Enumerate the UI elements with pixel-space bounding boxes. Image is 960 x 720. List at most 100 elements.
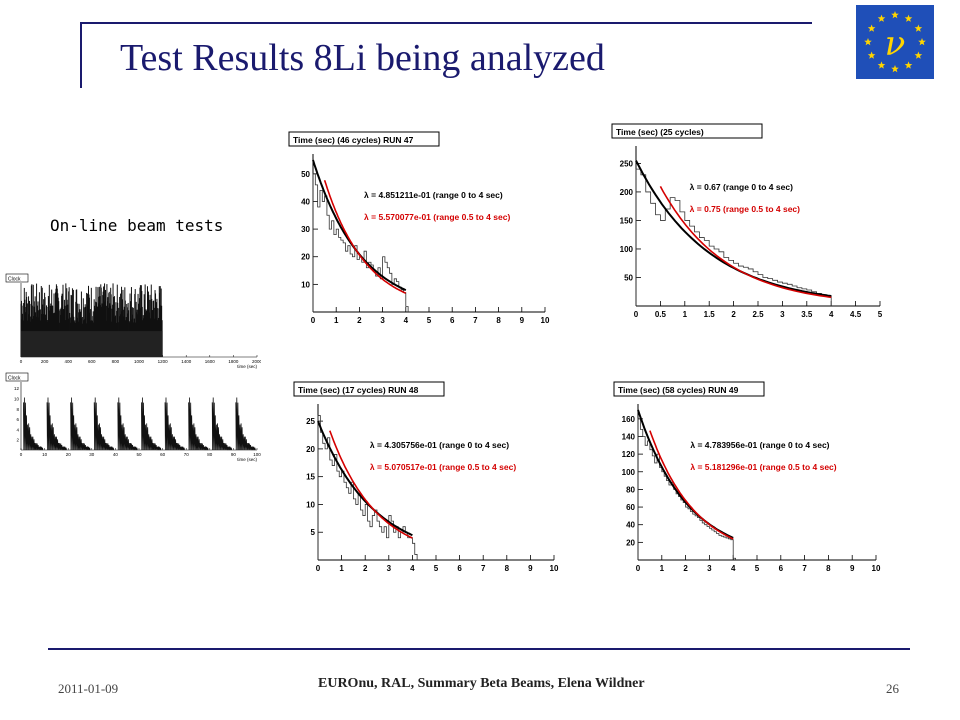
x-tick-label: 2 [363,564,368,573]
x-tick-label: 8 [826,564,831,573]
x-tick-label: 1.5 [704,310,716,319]
footer-presentation-title: EUROnu, RAL, Summary Beta Beams, Elena W… [318,676,645,691]
x-tick-label: 0 [636,564,641,573]
clock-signal [23,397,256,451]
x-tick-label: 4 [410,564,415,573]
x-tick-label: 4.5 [850,310,862,319]
y-tick-label: 15 [306,473,315,482]
x-tick-label: 10 [42,452,48,457]
flag-star [891,65,899,73]
y-tick-label: 6 [16,417,19,422]
x-tick-label: 20 [66,452,72,457]
x-tick-label: 600 [88,359,96,364]
clock-canvas: Clock 0 200 400 600 800 1000 1200 1400 1600 1800 20… [5,273,261,369]
histogram [635,168,832,306]
fit-legend-label: λ = 4.305756e-01 (range 0 to 4 sec) [370,440,509,450]
fit-curve-partial-range [649,430,734,540]
x-tick-label: 3.5 [801,310,813,319]
footer-date: 2011-01-09 [58,681,119,696]
x-tick-label: 1 [660,564,665,573]
plot-title: Time (sec) (17 cycles) RUN 48 [298,385,419,395]
y-tick-label: 100 [622,468,636,477]
x-tick-label: 6 [457,564,462,573]
x-tick-label: 9 [850,564,855,573]
x-tick-label: 8 [496,316,501,325]
clock-cycle [70,397,91,451]
eu-neutrino-logo: ν [856,5,934,79]
fit-curve-partial-range [329,430,413,539]
x-tick-label: 80 [207,452,213,457]
plot-canvas: Time (sec) (46 cycles) RUN 47 0 1 2 3 4 5 6 7 8 9 1… [288,131,550,325]
fit-curve-full-range [637,409,734,539]
plot-run-47: Time (sec) (46 cycles) RUN 47 0 1 2 3 4 5 6 7 8 9 1… [287,130,555,330]
title-frame-top [80,22,812,24]
title-frame-left [80,22,82,88]
y-tick-label: 60 [626,503,635,512]
fit-legend-label: λ = 5.181296e-01 (range 0.5 to 4 sec) [690,462,836,472]
clock-baseline-band [21,331,163,357]
y-tick-label: 8 [16,407,19,412]
clock-title-box [5,372,29,382]
y-tick-label: 150 [620,216,634,225]
fit-curve-partial-range [323,179,407,294]
fit-legend-label: λ = 4.783956e-01 (range 0 to 4 sec) [690,440,829,450]
y-tick-label: 250 [620,159,634,168]
x-tick-label: 5 [755,564,760,573]
x-tick-label: 1 [334,316,339,325]
y-tick-label: 100 [620,245,634,254]
x-tick-label: 800 [112,359,120,364]
y-tick-label: 80 [626,485,635,494]
y-tick-label: 40 [301,197,310,206]
x-tick-label: 2 [731,310,736,319]
flag-star [914,24,923,32]
x-tick-label: 4 [829,310,834,319]
x-tick-label: 7 [802,564,807,573]
clock-signal [20,283,163,357]
x-tick-label: 400 [64,359,72,364]
x-tick-label: 60 [160,452,166,457]
flag-star [904,14,913,22]
x-tick-label: 1400 [181,359,192,364]
flag-star [864,38,872,46]
plot-title-box [293,381,445,397]
fit-legend-label: λ = 5.070517e-01 (range 0.5 to 4 sec) [370,462,516,472]
y-tick-label: 10 [306,500,315,509]
x-tick-label: 5 [434,564,439,573]
y-tick-label: 20 [306,445,315,454]
x-tick-label: 1 [683,310,688,319]
y-tick-label: 50 [624,273,633,282]
y-tick-label: 40 [626,521,635,530]
flag-star [867,51,876,59]
x-tick-label: 90 [231,452,237,457]
plot-run-49: Time (sec) (58 cycles) RUN 49 0 1 2 3 4 5 6 7 8 9 1… [612,380,886,578]
clock-cycle [23,397,44,451]
flag-star [918,38,926,46]
x-tick-label: 1000 [134,359,145,364]
y-tick-label: 10 [301,280,310,289]
fit-curve-partial-range [659,186,832,299]
x-tick-label: 0 [311,316,316,325]
x-tick-label: 4 [404,316,409,325]
x-tick-label: 1 [339,564,344,573]
x-tick-label: 1600 [205,359,216,364]
beam-tests-label: On-line beam tests [50,216,224,235]
clock-cycle [93,397,115,451]
x-tick-label: 3 [780,310,785,319]
x-tick-label: 1800 [228,359,239,364]
x-tick-label: 2000 [252,359,261,364]
flag-star [904,61,913,69]
x-tick-label: 3 [707,564,712,573]
plot-25-cycles: Time (sec) (25 cycles) 0 0.5 1 1.5 2 2.5 3 3.5 4 4… [610,122,890,324]
plot-canvas: Time (sec) (25 cycles) 0 0.5 1 1.5 2 2.5 3 3.5 4 4… [611,123,883,319]
fit-legend-label: λ = 0.75 (range 0.5 to 4 sec) [690,204,800,214]
plot-title-box [288,131,440,147]
x-tick-label: 2 [683,564,688,573]
x-tick-label: 2 [357,316,362,325]
fit-legend-label: λ = 0.67 (range 0 to 4 sec) [690,182,793,192]
clock-title: Clock [8,277,21,283]
clock-cycle [141,397,162,451]
x-tick-label: 9 [528,564,533,573]
x-tick-label: 7 [481,564,486,573]
fit-curve-full-range [317,420,413,537]
plot-title: Time (sec) (25 cycles) [616,127,704,137]
